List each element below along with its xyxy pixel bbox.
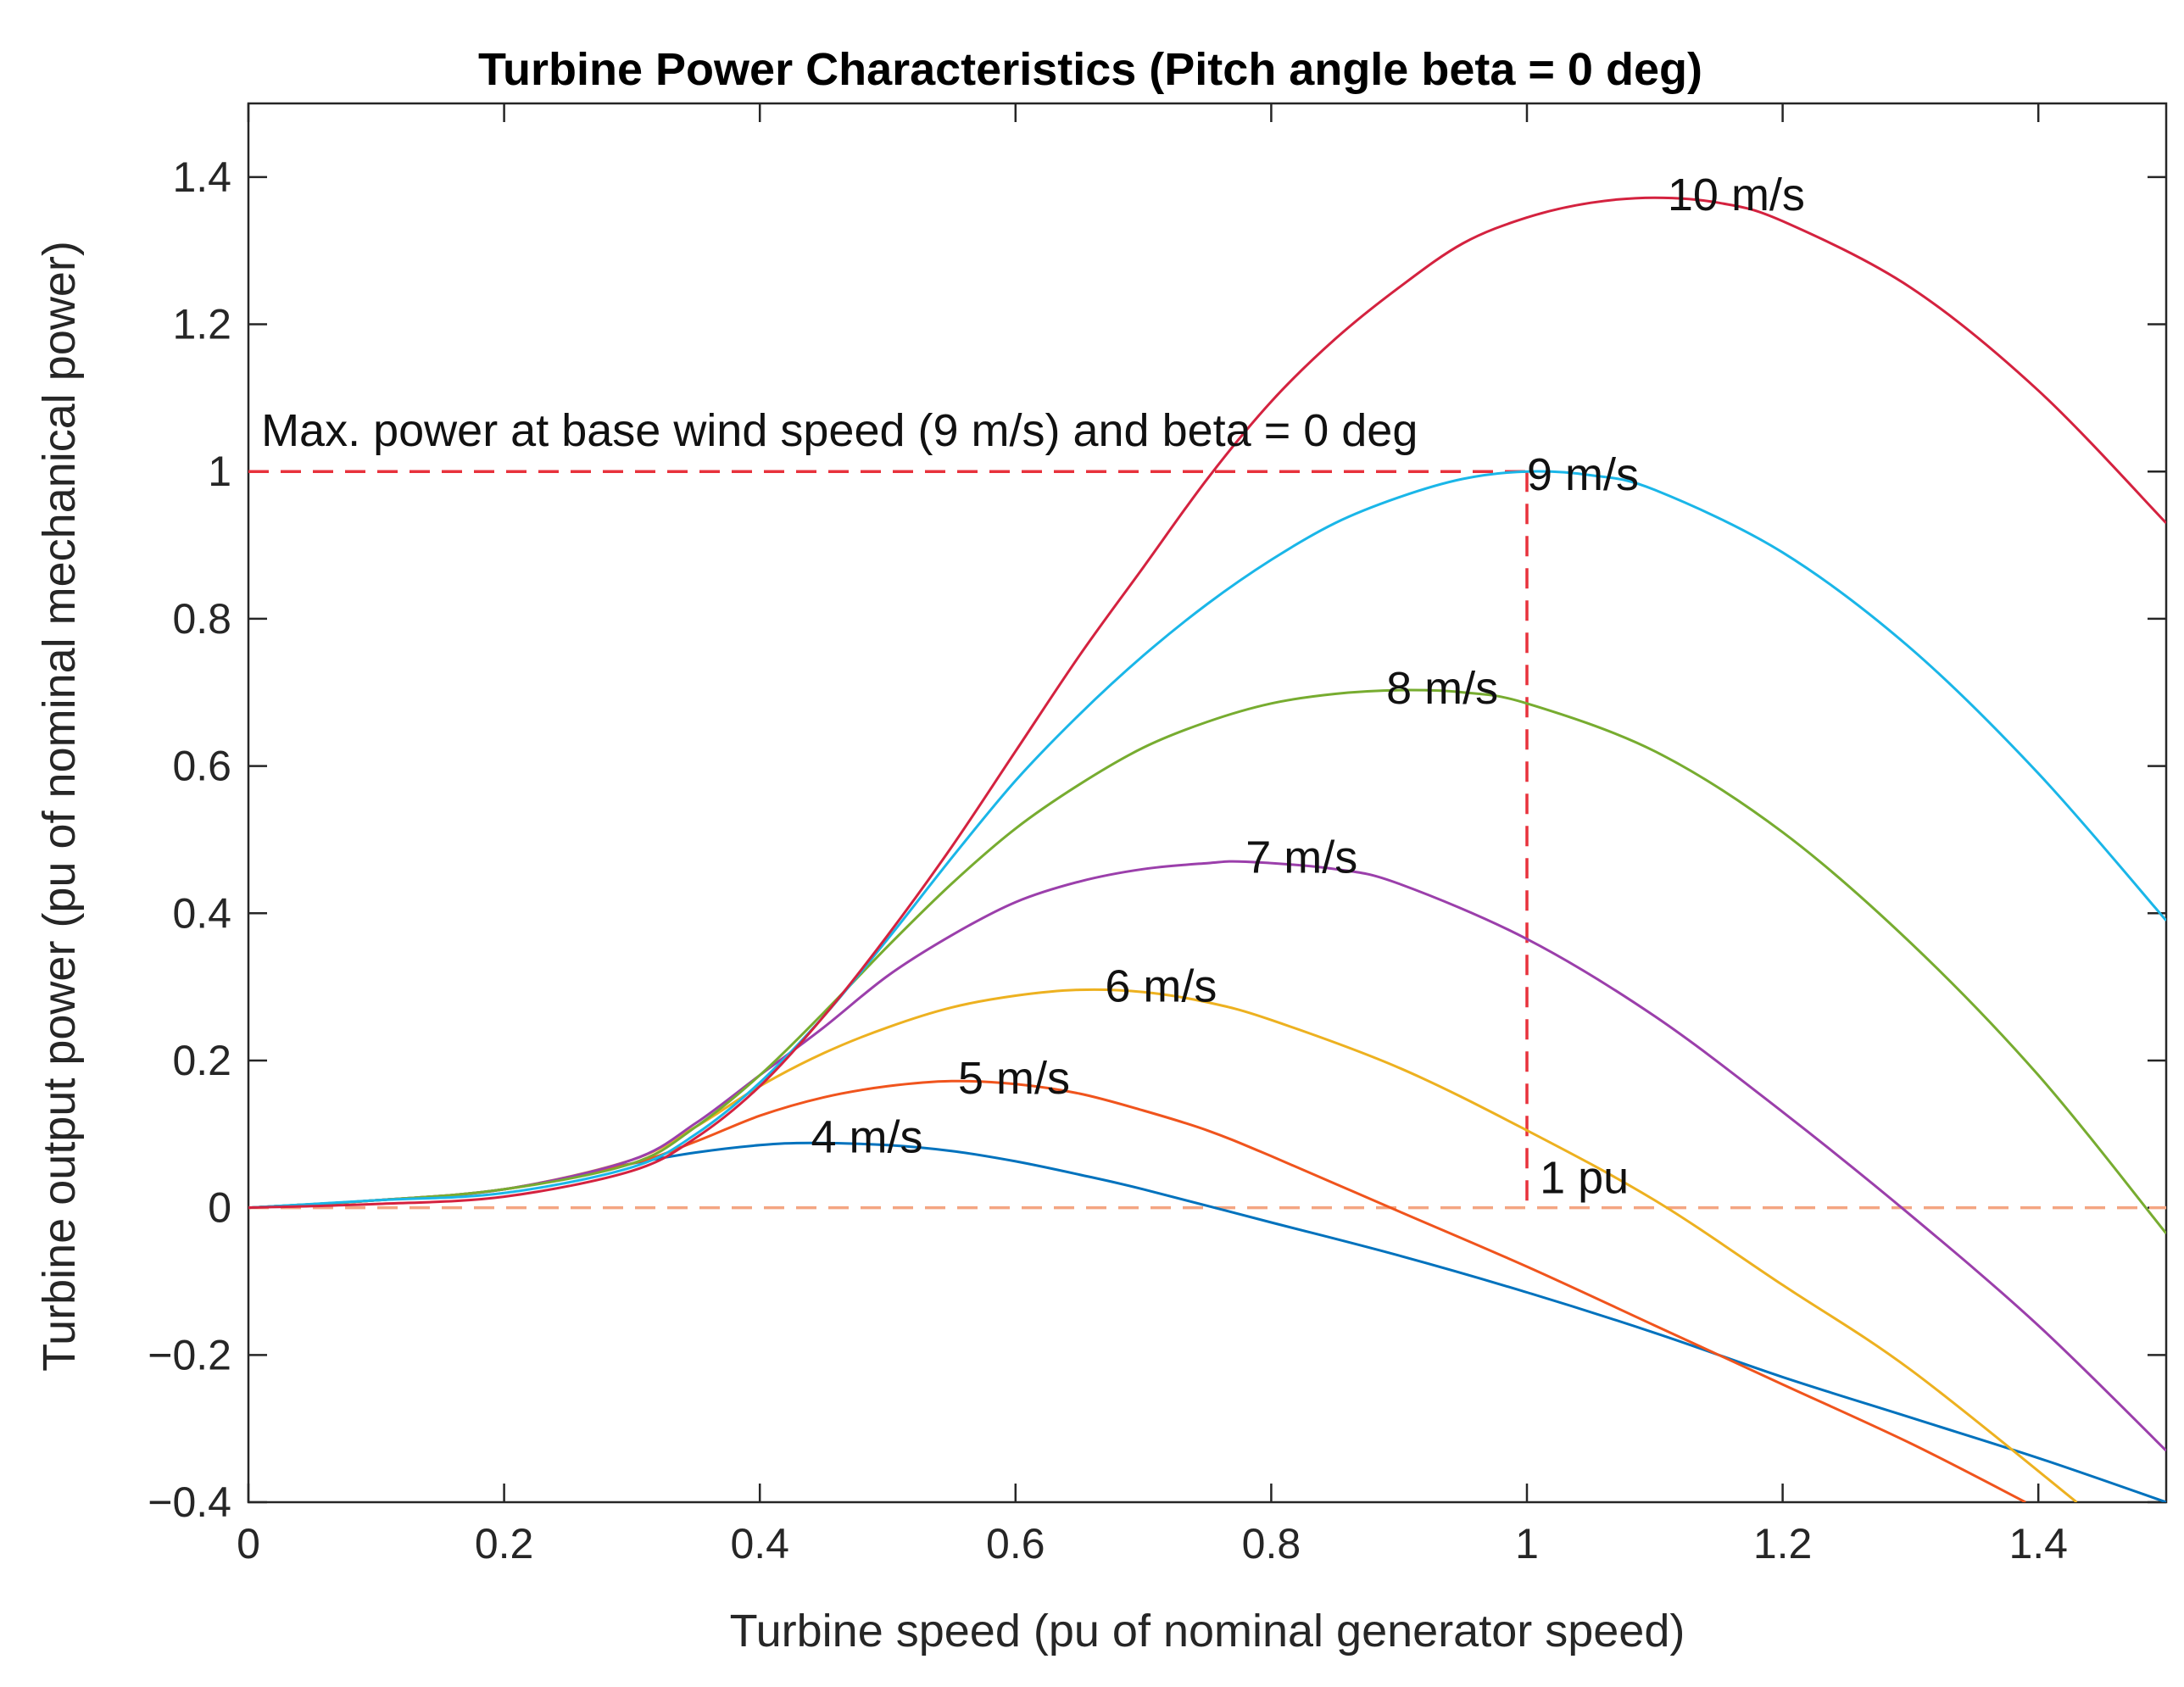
y-tick-label: 1 bbox=[208, 448, 231, 495]
series-line-9ms bbox=[248, 470, 2166, 1210]
annotation-1pu: 1 pu bbox=[1540, 1152, 1629, 1203]
y-tick-label: 0.4 bbox=[172, 889, 231, 937]
plot-frame bbox=[247, 102, 2168, 1504]
series-line-7ms bbox=[248, 860, 2166, 1452]
x-tick-label: 1.2 bbox=[1753, 1520, 1813, 1567]
y-tick-label: 1.2 bbox=[172, 301, 231, 348]
chart-title: Turbine Power Characteristics (Pitch ang… bbox=[478, 44, 1702, 95]
series-line-5ms bbox=[248, 1079, 2026, 1502]
y-tick-label: 0 bbox=[208, 1184, 231, 1232]
plot-area: 0 0.2 0.4 0.6 0.8 1 1.2 1.4 −0.4 −0.2 0 0.2 0.4 0.6 0.… bbox=[148, 102, 2168, 1567]
series-line-6ms bbox=[248, 988, 2078, 1502]
y-tick-label: 1.4 bbox=[172, 153, 231, 201]
annotation-10ms: 10 m/s bbox=[1668, 170, 1805, 220]
y-tick-label: 0.6 bbox=[172, 743, 231, 790]
y-tick-label: −0.2 bbox=[148, 1331, 231, 1378]
annotation-6ms: 6 m/s bbox=[1105, 960, 1217, 1011]
y-axis-label: Turbine output power (pu of nominal mech… bbox=[34, 241, 85, 1372]
y-tick-label: −0.4 bbox=[148, 1478, 231, 1526]
annotation-9ms: 9 m/s bbox=[1527, 449, 1639, 500]
x-tick-label: 1 bbox=[1515, 1520, 1539, 1567]
series-line-10ms bbox=[248, 196, 2166, 1210]
x-tick-label: 0.4 bbox=[730, 1520, 789, 1567]
annotation-7ms: 7 m/s bbox=[1245, 832, 1357, 883]
x-tick-label: 0.8 bbox=[1242, 1520, 1301, 1567]
y-tick-label: 0.2 bbox=[172, 1037, 231, 1084]
series-line-4ms bbox=[248, 1141, 2166, 1502]
x-tick-label: 0.2 bbox=[475, 1520, 534, 1567]
annotation-5ms: 5 m/s bbox=[958, 1053, 1070, 1104]
x-axis-label: Turbine speed (pu of nominal generator s… bbox=[730, 1606, 1685, 1656]
series-line-8ms bbox=[248, 688, 2166, 1234]
x-tick-label: 1.4 bbox=[2008, 1520, 2068, 1567]
annotation-8ms: 8 m/s bbox=[1386, 663, 1498, 714]
y-tick-label: 0.8 bbox=[172, 595, 231, 643]
annotation-4ms: 4 m/s bbox=[811, 1112, 923, 1163]
x-tick-label: 0.6 bbox=[986, 1520, 1045, 1567]
x-tick-label: 0 bbox=[237, 1520, 260, 1567]
annotation-max-power: Max. power at base wind speed (9 m/s) an… bbox=[261, 405, 1418, 456]
